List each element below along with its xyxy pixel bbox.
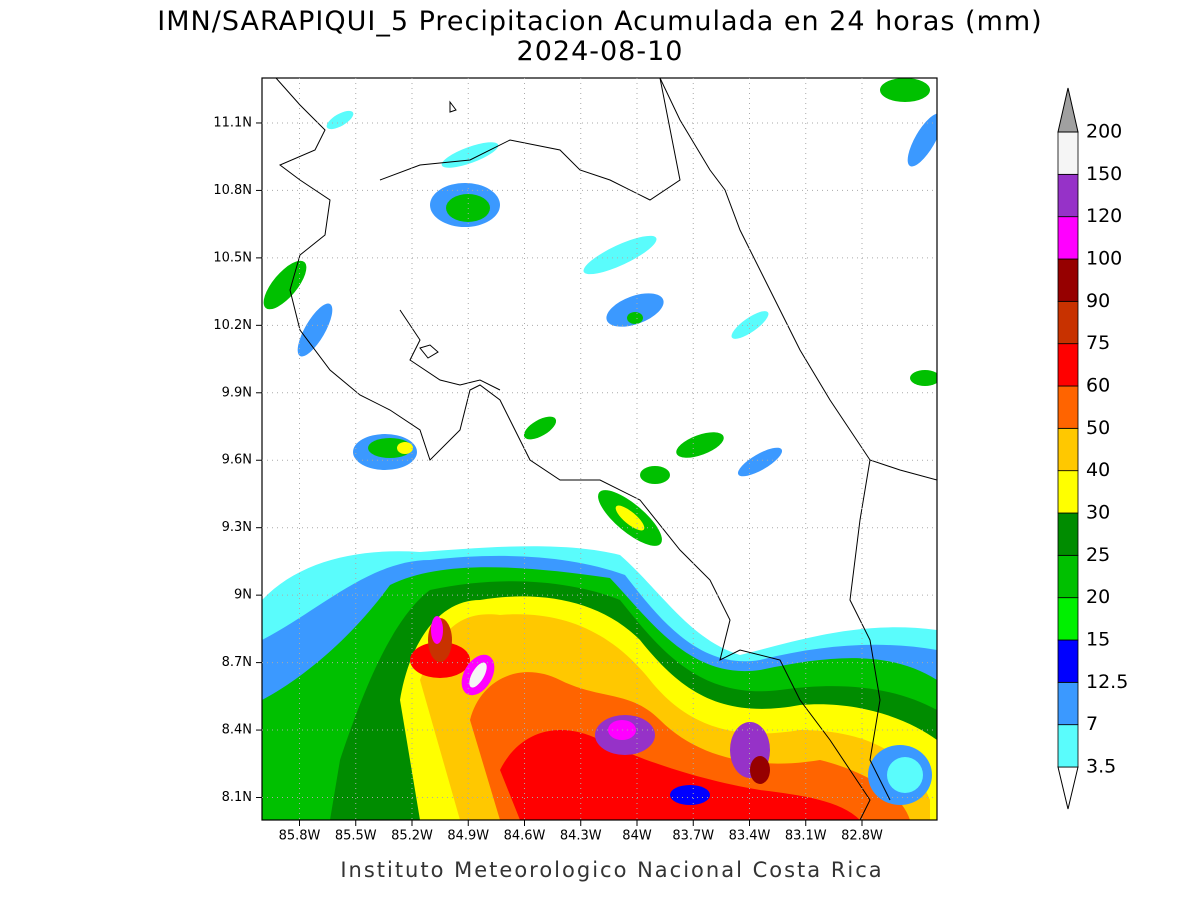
lon-tick-label: 84W — [622, 829, 652, 844]
colorbar-box — [1057, 216, 1079, 260]
colorbar-label: 7 — [1086, 713, 1098, 735]
colorbar-box — [1057, 724, 1079, 768]
colorbar-below — [1057, 766, 1079, 810]
colorbar-box — [1057, 554, 1079, 599]
colorbar-box — [1057, 258, 1079, 302]
colorbar-label: 3.5 — [1086, 756, 1116, 778]
lon-tick-label: 83.1W — [785, 829, 827, 844]
lon-tick-label: 84.6W — [504, 829, 546, 844]
lat-tick-label: 8.4N — [222, 723, 252, 738]
coastline — [275, 78, 937, 820]
lat-tick-label: 10.8N — [213, 183, 252, 198]
lat-tick-label: 9.9N — [222, 385, 252, 400]
colorbar-box — [1057, 639, 1079, 683]
colorbar-box — [1057, 597, 1079, 641]
colorbar-label: 40 — [1086, 459, 1110, 481]
colorbar-label: 30 — [1086, 502, 1110, 524]
colorbar-label: 75 — [1086, 332, 1110, 354]
lat-tick-label: 11.1N — [213, 115, 252, 130]
colorbar-label: 90 — [1086, 290, 1110, 312]
lat-tick-label: 9.6N — [222, 453, 252, 468]
colorbar-box — [1057, 427, 1079, 472]
colorbar-label: 200 — [1086, 121, 1122, 143]
colorbar-box — [1057, 385, 1079, 429]
footer: Instituto Meteorologico Nacional Costa R… — [340, 858, 883, 882]
precipitation-field — [262, 78, 937, 820]
lat-tick-label: 8.1N — [222, 790, 252, 805]
map-frame — [261, 77, 938, 821]
lon-tick-label: 83.7W — [672, 829, 714, 844]
lat-tick-label: 9N — [234, 588, 252, 603]
colorbar: 3.5 7 12.5 15 20 25 30 40 50 60 75 90 100 120 150 200 — [1057, 87, 1128, 810]
lon-tick-label: 83.4W — [729, 829, 771, 844]
colorbar-label: 150 — [1086, 163, 1122, 185]
colorbar-box — [1057, 512, 1079, 556]
axes: 8.1N 8.4N 8.7N 9N 9.3N 9.6N 9.9N 10.2N 10.5N 10.8… — [213, 77, 938, 844]
colorbar-label: 60 — [1086, 375, 1110, 397]
colorbar-box — [1057, 300, 1079, 345]
lon-tick-label: 85.8W — [279, 829, 321, 844]
lat-tick-label: 8.7N — [222, 655, 252, 670]
colorbar-box — [1057, 173, 1079, 218]
colorbar-label: 25 — [1086, 544, 1110, 566]
colorbar-box — [1057, 131, 1079, 175]
map-title: IMN/SARAPIQUI_5 Precipitacion Acumulada … — [157, 6, 1042, 37]
colorbar-box — [1057, 343, 1079, 387]
lon-tick-label: 85.2W — [391, 829, 433, 844]
colorbar-label: 50 — [1086, 417, 1110, 439]
colorbar-label: 12.5 — [1086, 671, 1128, 693]
lon-tick-label: 84.3W — [560, 829, 602, 844]
colorbar-box — [1057, 681, 1079, 726]
colorbar-label: 20 — [1086, 586, 1110, 608]
map-subtitle: 2024-08-10 — [517, 36, 684, 67]
lat-tick-label: 9.3N — [222, 520, 252, 535]
colorbar-label: 100 — [1086, 248, 1122, 270]
colorbar-label: 15 — [1086, 629, 1110, 651]
lat-tick-label: 10.2N — [213, 318, 252, 333]
lon-tick-label: 84.9W — [447, 829, 489, 844]
colorbar-label: 120 — [1086, 205, 1122, 227]
lon-tick-label: 82.8W — [841, 829, 883, 844]
colorbar-box — [1057, 470, 1079, 514]
lon-tick-label: 85.5W — [335, 829, 377, 844]
colorbar-above — [1057, 87, 1079, 133]
lat-tick-label: 10.5N — [213, 250, 252, 265]
